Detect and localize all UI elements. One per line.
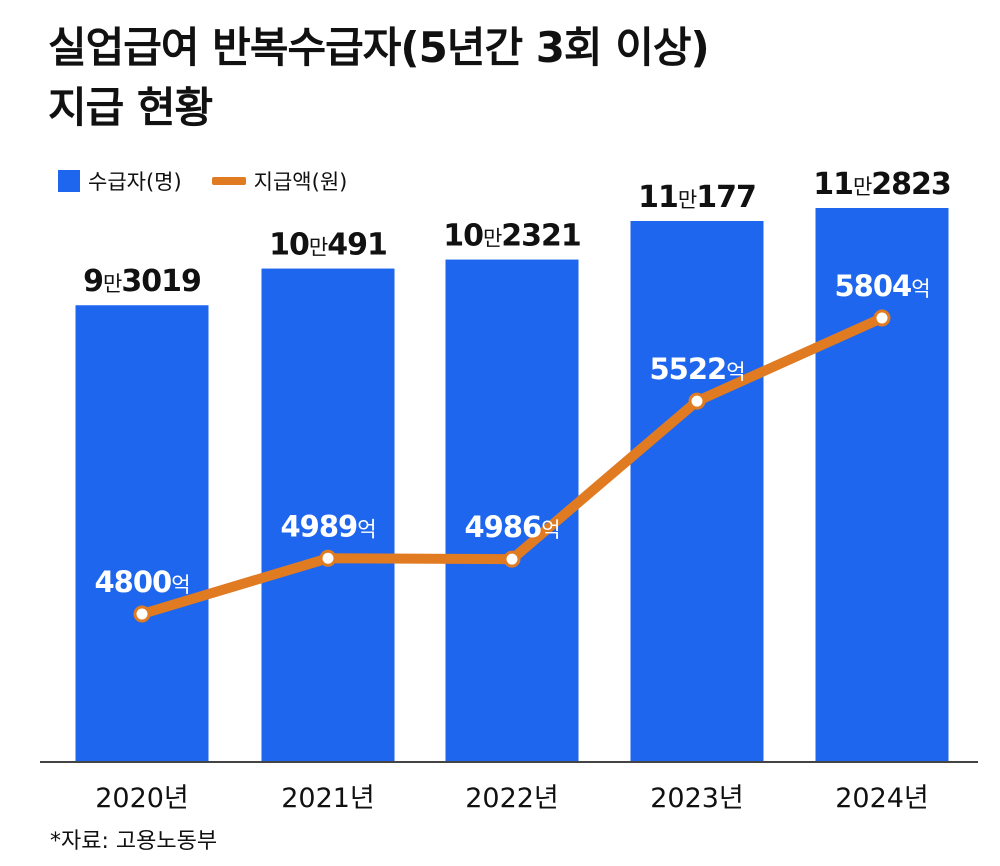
amount-point	[503, 550, 521, 568]
bar-value-unit: 만	[103, 272, 122, 296]
amount-value-unit: 억	[911, 277, 929, 301]
bar-value-part: 11	[813, 167, 853, 202]
bar-4	[630, 220, 764, 762]
bar-1	[75, 305, 209, 762]
title-line-2: 지급 현황	[48, 83, 213, 132]
amount-value-label: 4989억	[280, 509, 375, 543]
bar-value-label: 10만2321	[443, 219, 581, 254]
bar-value-part: 2321	[501, 219, 581, 254]
x-tick-label: 2024년	[835, 783, 929, 814]
amount-value-label: 5522억	[649, 352, 744, 386]
bar-value-label: 10만491	[269, 228, 387, 263]
source-note: *자료: 고용노동부	[50, 829, 218, 854]
amount-value-label: 4986억	[464, 510, 559, 544]
legend-bar-swatch	[58, 170, 80, 192]
amount-value-number: 4986	[464, 510, 541, 544]
amount-value-unit: 억	[726, 360, 744, 384]
amount-value-number: 5804	[834, 269, 911, 303]
amount-point	[133, 605, 151, 623]
chart-title: 실업급여 반복수급자(5년간 3회 이상) 지급 현황	[48, 18, 710, 138]
bar-2	[261, 268, 395, 762]
bar-value-label: 11만2823	[813, 167, 951, 202]
legend-line-swatch	[211, 177, 246, 185]
bar-value-part: 177	[696, 180, 756, 215]
amount-value-unit: 억	[171, 573, 189, 597]
amount-value-label: 4800억	[94, 565, 189, 599]
bar-value-part: 491	[327, 228, 387, 263]
amount-point	[873, 309, 891, 327]
amount-value-label: 5804억	[834, 269, 929, 303]
bar-value-unit: 만	[309, 236, 328, 260]
bar-value-unit: 만	[483, 227, 502, 251]
bar-value-label: 9만3019	[83, 264, 201, 299]
amount-value-unit: 억	[357, 517, 375, 541]
bar-5	[815, 208, 949, 762]
legend-amount-label: 지급액(원)	[253, 170, 348, 194]
bar-value-unit: 만	[678, 188, 697, 212]
bar-value-part: 3019	[121, 264, 201, 299]
legend-recipients-label: 수급자(명)	[88, 170, 182, 194]
x-tick-label: 2021년	[281, 783, 375, 814]
bar-value-part: 9	[83, 264, 103, 299]
x-tick-label: 2020년	[95, 783, 189, 814]
bar-value-label: 11만177	[638, 180, 756, 215]
bar-value-part: 11	[638, 180, 678, 215]
bar-value-unit: 만	[853, 175, 872, 199]
x-tick-label: 2022년	[465, 783, 559, 814]
title-line-1: 실업급여 반복수급자(5년간 3회 이상)	[48, 23, 710, 72]
bar-value-part: 10	[443, 219, 483, 254]
bar-value-part: 10	[269, 228, 309, 263]
amount-point	[319, 549, 337, 567]
amount-value-number: 5522	[649, 352, 726, 386]
amount-value-number: 4800	[94, 565, 171, 599]
legend: 수급자(명) 지급액(원)	[58, 166, 347, 196]
bar-value-part: 2823	[871, 167, 951, 202]
x-tick-label: 2023년	[650, 783, 744, 814]
amount-point	[688, 392, 706, 410]
amount-value-unit: 억	[541, 518, 559, 542]
bar-3	[445, 259, 579, 762]
amount-value-number: 4989	[280, 509, 357, 543]
